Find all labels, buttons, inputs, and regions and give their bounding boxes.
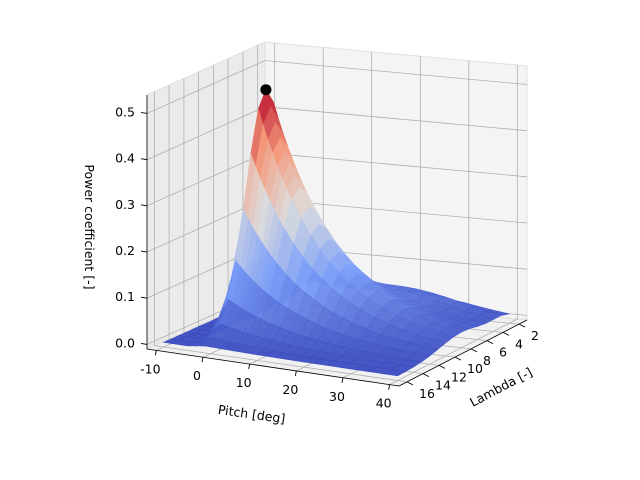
x-tick-label: 10 xyxy=(236,375,252,390)
max-point-marker xyxy=(260,84,272,96)
x-tick-label: 20 xyxy=(282,382,298,397)
x-tick-label: 30 xyxy=(329,389,345,404)
x-tick-label: 0 xyxy=(193,368,201,383)
y-tick-mark xyxy=(486,340,494,345)
x-tick-label: -10 xyxy=(140,361,160,376)
z-tick-label: 0.1 xyxy=(115,289,135,304)
max-point-layer xyxy=(260,84,272,96)
y-tick-mark xyxy=(454,356,462,361)
z-tick-label: 0.2 xyxy=(115,243,135,258)
y-tick-label: 2 xyxy=(531,328,539,343)
y-tick-mark xyxy=(518,323,526,328)
grid-line-x xyxy=(389,65,518,385)
z-tick-mark xyxy=(140,112,148,114)
y-tick-label: 6 xyxy=(499,345,507,360)
x-tick-mark xyxy=(248,363,251,370)
x-tick-mark xyxy=(154,350,157,356)
z-tick-label: 0.0 xyxy=(115,335,135,350)
z-axis-label: Power coefficient [-] xyxy=(82,164,97,289)
grid-line-y xyxy=(153,91,408,383)
y-tick-label: 8 xyxy=(483,353,491,368)
x-tick-mark xyxy=(388,384,391,390)
x-tick-label: 40 xyxy=(376,396,392,411)
y-tick-mark xyxy=(406,381,414,386)
y-tick-label: 10 xyxy=(467,361,483,376)
x-axis-label: Pitch [deg] xyxy=(217,402,286,426)
z-tick-mark xyxy=(140,296,148,299)
z-tick-label: 0.5 xyxy=(115,104,135,119)
x-tick-mark xyxy=(201,357,204,363)
y-tick-label: 4 xyxy=(515,336,523,351)
surface-facet xyxy=(382,369,407,377)
surface-mesh xyxy=(162,88,510,377)
z-tick-mark xyxy=(140,204,148,207)
x-tick-mark xyxy=(294,370,297,377)
z-tick-mark xyxy=(140,250,148,253)
z-tick-label: 0.4 xyxy=(115,151,135,166)
y-tick-label: 12 xyxy=(451,369,467,384)
z-tick-label: 0.3 xyxy=(115,197,135,212)
y-tick-mark xyxy=(502,331,510,336)
y-tick-mark xyxy=(422,373,430,378)
y-tick-label: 16 xyxy=(419,386,435,401)
y-axis-line xyxy=(398,319,528,387)
z-tick-mark xyxy=(140,342,148,345)
grid-line-z xyxy=(146,60,528,114)
x-tick-mark xyxy=(341,377,344,383)
y-tick-label: 14 xyxy=(435,378,451,393)
z-tick-mark xyxy=(140,158,148,161)
tick-layer: -10 0 10 20 30 402468101214160.00.10.20.30.40… xyxy=(115,95,539,411)
y-tick-mark xyxy=(438,364,446,369)
x-axis-line xyxy=(146,348,400,387)
y-tick-mark xyxy=(470,348,478,353)
